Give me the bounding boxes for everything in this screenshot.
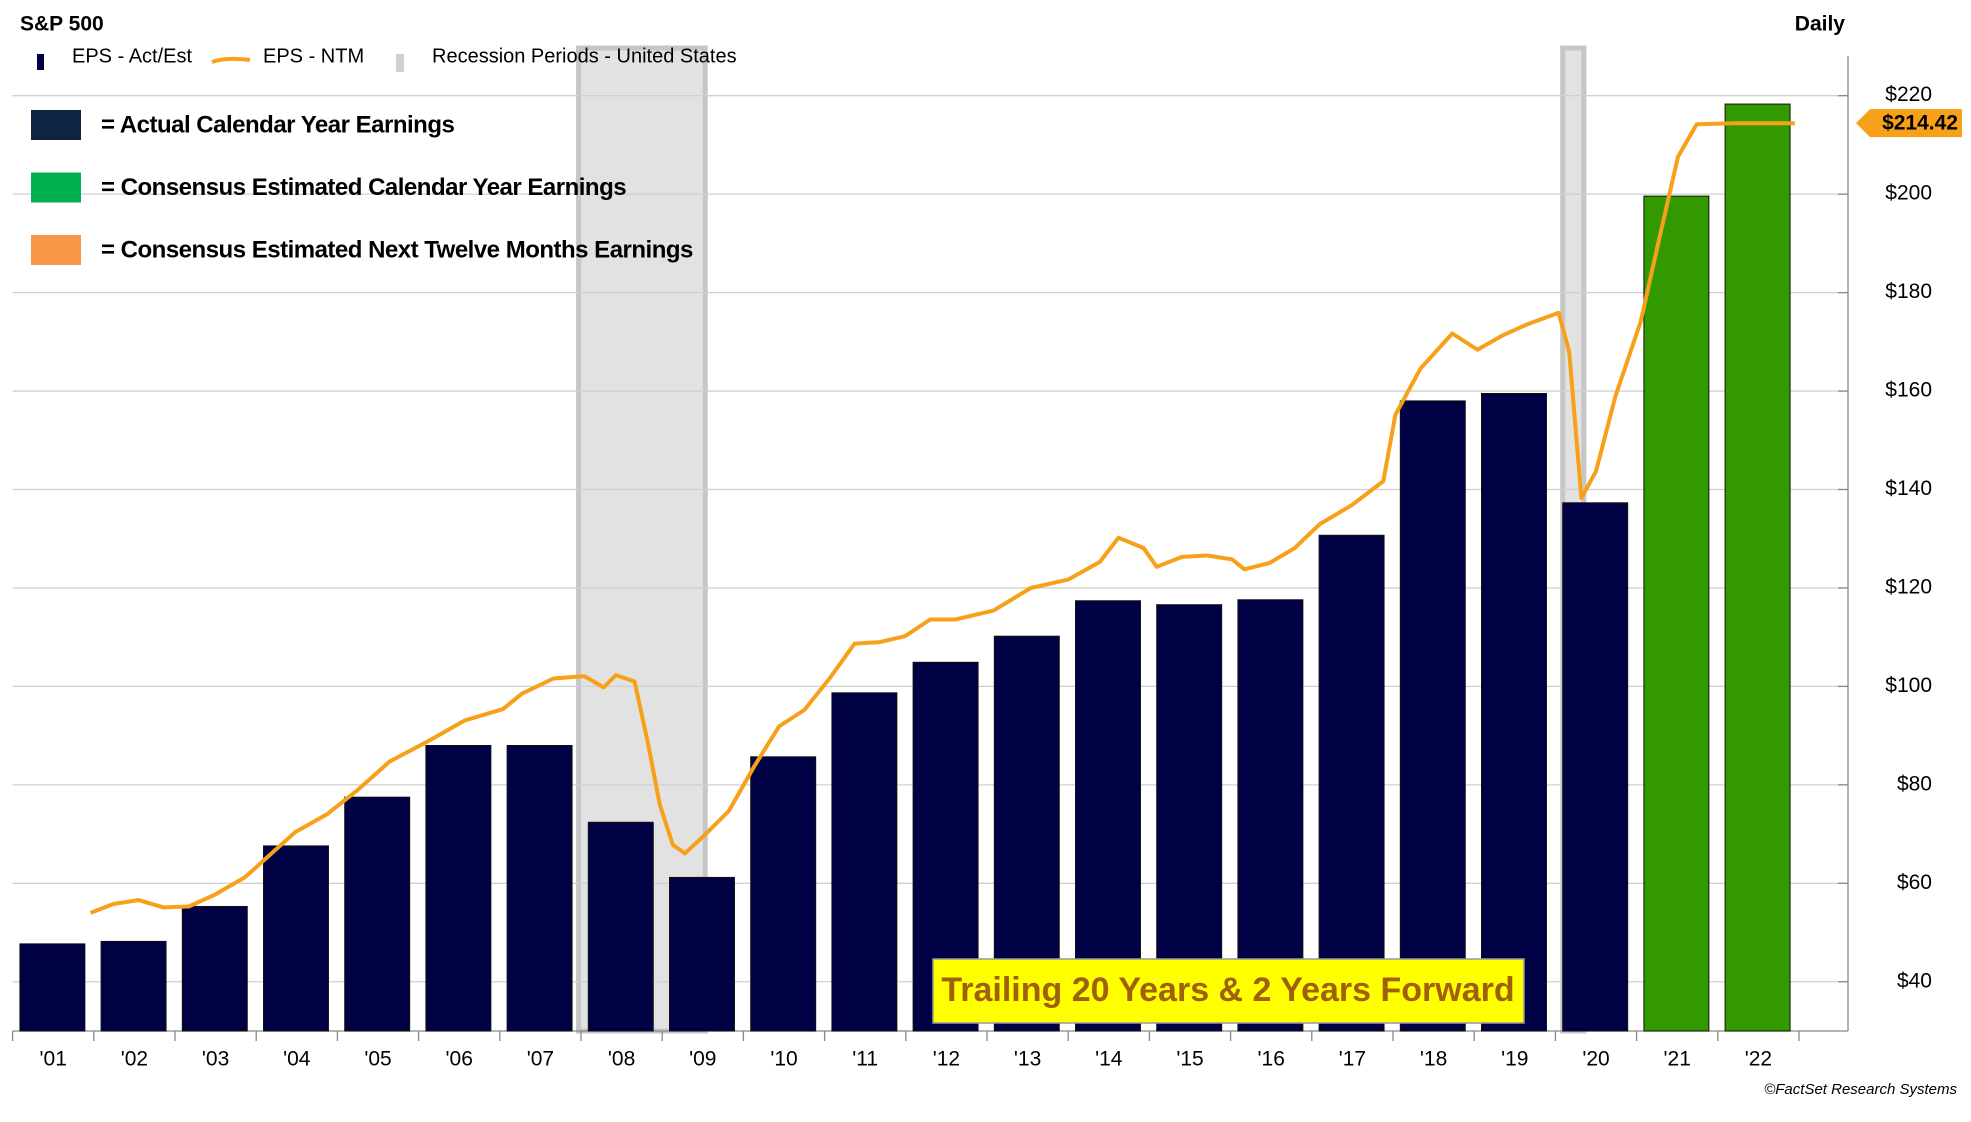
source: ©FactSet Research Systems — [1764, 1081, 1957, 1098]
line — [89, 121, 1795, 915]
bar — [1724, 103, 1791, 1032]
bar — [425, 744, 492, 1032]
y-tick-label: $220 — [1885, 83, 1932, 106]
legend-label: Recession Periods - United States — [432, 45, 737, 67]
x-tick-label: '01 — [40, 1048, 67, 1071]
x-tick-label: '13 — [1014, 1048, 1041, 1071]
annotation: Trailing 20 Years & 2 Years Forward — [941, 971, 1514, 1009]
x-tick-label: '06 — [446, 1048, 473, 1071]
key-swatch — [31, 110, 81, 140]
key-swatch — [31, 235, 81, 265]
legend-label: EPS - Act/Est — [72, 45, 192, 67]
frequency-label: Daily — [1795, 13, 1846, 36]
x-tick-label: '22 — [1745, 1048, 1772, 1071]
bar — [750, 756, 817, 1032]
x-tick-label: '05 — [364, 1048, 391, 1071]
x-tick-label: '04 — [283, 1048, 311, 1071]
x-tick-label: '15 — [1176, 1048, 1203, 1071]
x-tick-label: '03 — [202, 1048, 229, 1071]
bar — [587, 821, 654, 1032]
bar — [1643, 195, 1710, 1032]
y-tick-label: $40 — [1897, 969, 1932, 992]
bar — [1318, 534, 1385, 1032]
bar — [506, 744, 573, 1032]
bar — [263, 845, 329, 1032]
x-tick-label: '12 — [933, 1048, 960, 1071]
legend-swatch — [211, 56, 251, 64]
bar — [100, 940, 167, 1032]
x-tick-label: '20 — [1582, 1048, 1609, 1071]
x-tick-label: '17 — [1339, 1048, 1366, 1071]
legend-swatch — [37, 54, 44, 70]
x-tick-label: '09 — [689, 1048, 716, 1071]
bar — [1562, 502, 1629, 1032]
annotation-box — [932, 958, 1525, 1024]
bar — [1481, 393, 1547, 1032]
chart-title: S&P 500 — [20, 13, 104, 36]
x-tick-label: '02 — [121, 1048, 148, 1071]
key-label: = Actual Calendar Year Earnings — [101, 111, 454, 138]
y-tick-label: $100 — [1885, 674, 1932, 697]
y-tick-label: $60 — [1897, 871, 1932, 894]
x-tick-label: '10 — [770, 1048, 797, 1071]
key-label: = Consensus Estimated Next Twelve Months… — [101, 236, 693, 263]
last-value-marker — [1856, 109, 1962, 138]
x-tick-label: '16 — [1258, 1048, 1285, 1071]
last-value-label: $214.42 — [1882, 112, 1958, 135]
x-tick-label: '14 — [1095, 1048, 1123, 1071]
x-tick-label: '19 — [1501, 1048, 1528, 1071]
bar — [831, 692, 898, 1032]
y-tick-label: $180 — [1885, 280, 1932, 303]
x-tick-label: '11 — [852, 1048, 878, 1071]
y-tick-label: $200 — [1885, 182, 1932, 205]
bar — [344, 796, 411, 1032]
bar — [669, 876, 735, 1032]
y-tick-label: $140 — [1885, 477, 1932, 500]
bar — [181, 905, 248, 1032]
x-tick-label: '18 — [1420, 1048, 1447, 1071]
y-tick-label: $80 — [1897, 772, 1932, 795]
key-swatch — [31, 172, 81, 203]
legend-swatch — [396, 54, 404, 72]
bar — [19, 943, 86, 1032]
y-tick-label: $120 — [1885, 576, 1932, 599]
x-tick-label: '07 — [527, 1048, 554, 1071]
x-tick-label: '08 — [608, 1048, 635, 1071]
key-label: = Consensus Estimated Calendar Year Earn… — [101, 174, 626, 201]
bar — [1399, 400, 1466, 1032]
y-tick-label: $160 — [1885, 379, 1932, 402]
x-tick-label: '21 — [1664, 1048, 1691, 1071]
legend-label: EPS - NTM — [263, 45, 364, 67]
